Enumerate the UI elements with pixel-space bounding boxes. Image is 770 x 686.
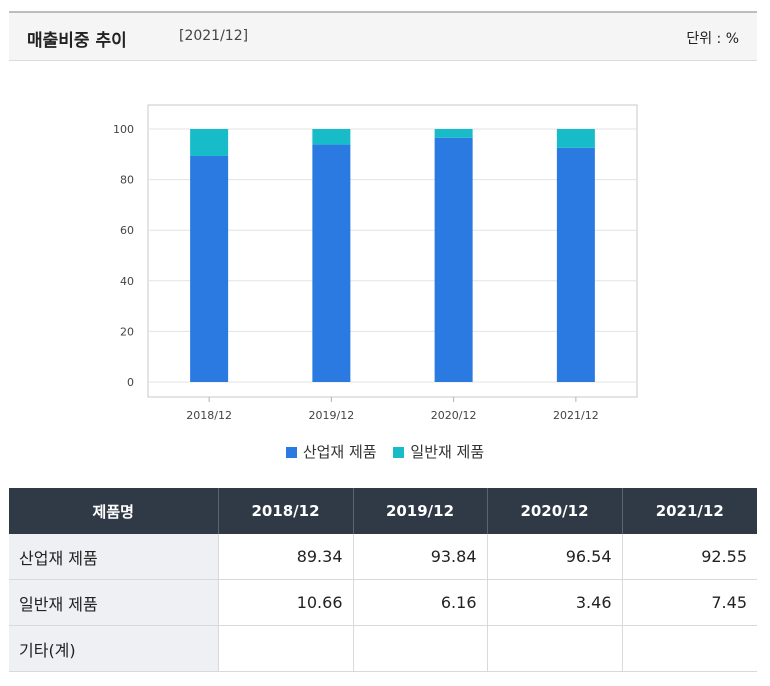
bar-industrial-2018-12[interactable]: [190, 155, 229, 382]
table-row: 기타(계): [9, 625, 757, 672]
table-header-year: 2021/12: [621, 488, 757, 534]
table-cell: 10.66: [217, 579, 353, 626]
bar-general-2018-12[interactable]: [190, 129, 229, 156]
table-cell: 92.55: [621, 534, 757, 580]
table-row: 일반재 제품 10.66 6.16 3.46 7.45: [9, 579, 757, 626]
table-cell: [352, 625, 487, 672]
table-cell: 89.34: [217, 534, 353, 580]
table-cell: [621, 625, 757, 672]
x-tick-label: 2021/12: [553, 409, 599, 422]
bar-industrial-2021-12[interactable]: [556, 147, 595, 382]
bar-general-2020-12[interactable]: [434, 129, 473, 138]
table-header-year: 2018/12: [217, 488, 353, 534]
bar-general-2019-12[interactable]: [312, 129, 351, 145]
table-row-label: 기타(계): [9, 625, 218, 672]
legend-item-series-0[interactable]: 산업재 제품: [285, 441, 377, 462]
table-cell: 93.84: [352, 534, 487, 580]
bar-industrial-2019-12[interactable]: [312, 144, 351, 382]
x-tick-label: 2018/12: [186, 409, 232, 422]
bar-general-2021-12[interactable]: [556, 129, 595, 148]
x-tick-label: 2020/12: [431, 409, 477, 422]
table-cell: [486, 625, 622, 672]
table-cell: 7.45: [621, 579, 757, 626]
table-header-row: 제품명 2018/12 2019/12 2020/12 2021/12: [9, 488, 757, 534]
chart-header: 매출비중 추이 [2021/12] 단위 : %: [9, 11, 757, 61]
bar-industrial-2020-12[interactable]: [434, 137, 473, 382]
table-cell: [217, 625, 353, 672]
table-row-label: 일반재 제품: [9, 579, 218, 626]
table-cell: 6.16: [352, 579, 487, 626]
legend-swatch-series-1: [393, 447, 405, 458]
unit-label: 단위 : %: [686, 31, 739, 47]
y-tick-label: 20: [120, 325, 134, 338]
legend-label-series-0: 산업재 제품: [302, 443, 377, 461]
table-cell: 96.54: [486, 534, 622, 580]
table-row: 산업재 제품 89.34 93.84 96.54 92.55: [9, 534, 757, 580]
table-cell: 3.46: [486, 579, 622, 626]
y-tick-label: 100: [113, 123, 134, 136]
stacked-bar-chart: 0 20 40 60 80 100 2018/12 2019/12 2020/12 2021/12: [113, 104, 638, 422]
y-tick-label: 60: [120, 224, 134, 237]
x-tick-label: 2019/12: [309, 409, 355, 422]
table-row-label: 산업재 제품: [9, 534, 218, 580]
y-tick-label: 0: [127, 376, 134, 389]
period-label: [2021/12]: [179, 28, 249, 44]
legend-swatch-series-0: [285, 447, 297, 458]
sales-share-table: 제품명 2018/12 2019/12 2020/12 2021/12 산업재 …: [9, 488, 757, 672]
table-header-year: 2020/12: [486, 488, 622, 534]
chart-legend: 산업재 제품 일반재 제품: [0, 441, 770, 462]
page-title: 매출비중 추이: [27, 31, 127, 51]
legend-item-series-1[interactable]: 일반재 제품: [393, 441, 484, 462]
y-tick-label: 40: [120, 275, 134, 288]
table-header-year: 2019/12: [352, 488, 487, 534]
table-header-product: 제품명: [9, 488, 218, 534]
plot-area: [147, 104, 638, 398]
y-tick-label: 80: [120, 174, 134, 187]
legend-label-series-1: 일반재 제품: [410, 443, 485, 461]
